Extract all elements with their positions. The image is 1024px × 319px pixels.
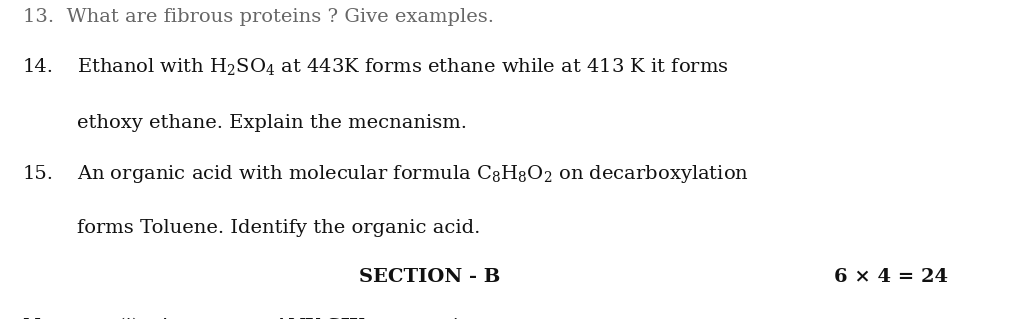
Text: forms Toluene. Identify the organic acid.: forms Toluene. Identify the organic acid… [77,219,480,237]
Text: 13.  What are fibrous proteins ? Give examples.: 13. What are fibrous proteins ? Give exa… [23,8,494,26]
Text: 6 × 4 = 24: 6 × 4 = 24 [834,268,948,286]
Text: questions.: questions. [392,318,500,319]
Text: 15.: 15. [23,165,53,183]
Text: ANY SIX: ANY SIX [273,318,366,319]
Text: An organic acid with molecular formula $\mathregular{C_8H_8O_2}$ on decarboxylat: An organic acid with molecular formula $… [77,163,749,185]
Text: Ethanol with $\mathregular{H_2SO_4}$ at 443K forms ethane while at 413 K it form: Ethanol with $\mathregular{H_2SO_4}$ at … [77,56,728,77]
Text: ethoxy ethane. Explain the mecnanism.: ethoxy ethane. Explain the mecnanism. [77,114,467,132]
Text: Note:: Note: [23,318,82,319]
Text: SECTION - B: SECTION - B [359,268,501,286]
Text: (i)   Answer: (i) Answer [118,318,239,319]
Text: 14.: 14. [23,58,53,76]
